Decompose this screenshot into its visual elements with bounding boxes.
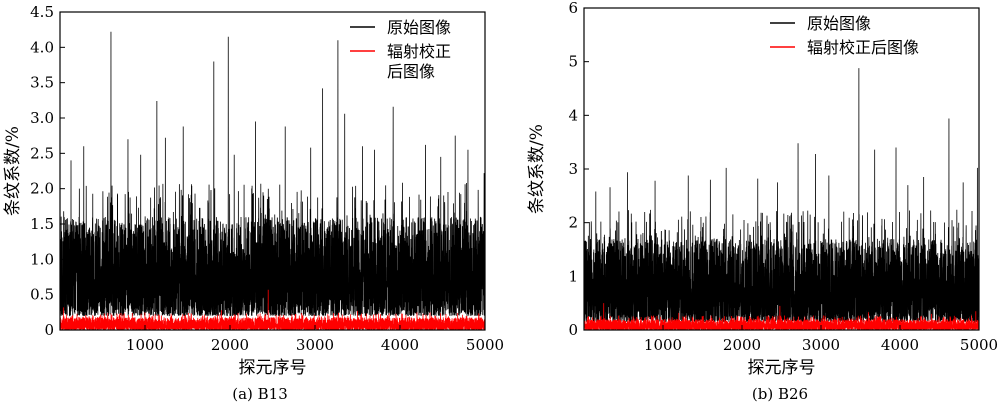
y-tick-label: 4.0 [30, 38, 54, 56]
y-axis-title: 条纹系数/% [527, 124, 547, 214]
legend-label: 辐射校正后图像 [807, 38, 919, 57]
chart-b26: 0 1 2 3 4 5 6 1000 2000 3000 4000 5000 探元序号 条纹系数/% 原始图… [527, 0, 998, 403]
y-tick-label: 1 [568, 267, 578, 285]
series-line-corrected [60, 289, 485, 330]
x-axis-title: 探元序号 [748, 358, 816, 378]
x-tick-label: 4000 [381, 336, 419, 354]
x-tick-label: 3000 [802, 336, 840, 354]
legend-label: 后图像 [387, 62, 435, 81]
legend-label: 辐射校正 [387, 42, 451, 61]
x-tick-label: 2000 [723, 336, 761, 354]
panel-caption: (b) B26 [752, 385, 808, 403]
y-tick-label: 3 [568, 160, 578, 178]
x-tick-label: 5000 [466, 336, 504, 354]
x-tick-label: 3000 [296, 336, 334, 354]
chart-b13: 0 0.5 1.0 1.5 2.0 2.5 3.0 3.5 4.0 4.5 1000 2000 3000… [3, 3, 504, 403]
x-tick-label: 1000 [126, 336, 164, 354]
x-tick-label: 5000 [960, 336, 998, 354]
y-tick-label: 1.5 [30, 215, 54, 233]
y-axis-title: 条纹系数/% [3, 126, 23, 216]
y-tick-label: 0 [568, 321, 578, 339]
x-tick-label: 4000 [881, 336, 919, 354]
x-axis-title: 探元序号 [239, 358, 307, 378]
series-line-corrected [584, 303, 979, 330]
series-line-original [60, 31, 485, 317]
y-tick-label: 0 [44, 321, 54, 339]
y-tick-label: 6 [568, 0, 578, 17]
y-tick-label: 2.0 [30, 180, 54, 198]
series-line-original [584, 68, 979, 324]
x-tick-label: 2000 [211, 336, 249, 354]
y-tick-label: 2 [568, 214, 578, 232]
y-tick-label: 4 [568, 106, 578, 124]
plot-frame [59, 11, 486, 331]
panel-caption: (a) B13 [232, 385, 288, 403]
y-tick-label: 4.5 [30, 3, 54, 21]
y-tick-label: 2.5 [30, 144, 54, 162]
legend-label: 原始图像 [807, 14, 871, 33]
y-tick-label: 0.5 [30, 286, 54, 304]
y-tick-label: 5 [568, 53, 578, 71]
x-tick-label: 1000 [644, 336, 682, 354]
y-tick-label: 3.5 [30, 74, 54, 92]
y-tick-label: 3.0 [30, 109, 54, 127]
legend-label: 原始图像 [387, 18, 451, 37]
y-tick-label: 1.0 [30, 250, 54, 268]
